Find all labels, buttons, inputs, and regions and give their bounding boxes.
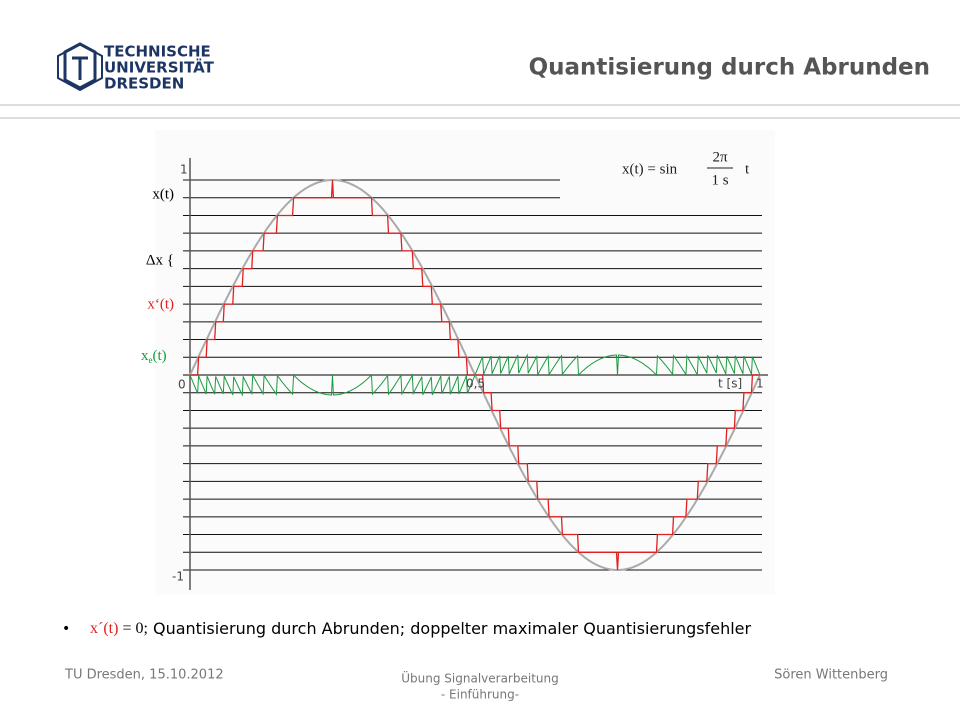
slide-title: Quantisierung durch Abrunden [529,55,930,81]
figure-background [155,130,775,595]
figure [183,158,768,590]
axis-label: 0 [178,378,186,392]
logo [57,42,103,92]
axis-label: t [s] [718,377,742,391]
bullet-dot: • [62,621,70,637]
label-error-x: x [141,348,149,364]
formula-lhs: x(t) = sin [622,161,678,177]
logo-text: UNIVERSITÄT [104,58,215,77]
error-curve [189,353,761,397]
label-error-sub: e [149,355,153,365]
footer-right: Sören Wittenberg [774,668,888,683]
label-step: Δx { [146,252,174,268]
label-signal: x(t) [152,186,174,202]
formula-arg: t [745,161,750,177]
footer-left: TU Dresden, 15.10.2012 [64,668,224,683]
bullet-eq: = 0; [118,620,147,637]
logo-text: DRESDEN [104,75,184,93]
label-error-arg: (t) [153,348,167,364]
axis-label: -1 [172,570,184,584]
formula-num: 2π [712,149,728,165]
formula-den: 1 s [711,172,728,188]
bullet-symbol: x´(t) [90,620,118,637]
label-quantized: x‘(t) [147,296,174,312]
axis-label: 0,5 [466,377,485,391]
axis-label: 1 [180,163,188,177]
logo-text: TECHNISCHE [104,43,211,61]
formula: x(t) = sin 2π 1 s t [622,149,750,188]
label-error: xe(t) [141,348,167,365]
bullet: x´(t) = 0; Quantisierung durch Abrunden;… [90,619,752,638]
footer-center: Übung Signalverarbeitung [401,670,558,686]
axis-label: 1 [756,377,764,391]
footer-center: - Einführung- [441,688,519,702]
bullet-text: Quantisierung durch Abrunden; doppelter … [148,619,752,638]
